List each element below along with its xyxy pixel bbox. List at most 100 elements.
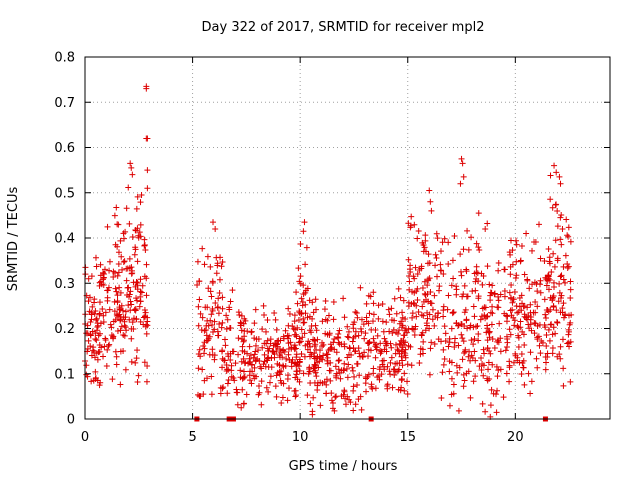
data-point: [409, 314, 416, 321]
data-point: [386, 368, 393, 375]
data-point: [481, 350, 488, 357]
data-point: [324, 351, 331, 358]
data-point: [381, 335, 388, 342]
data-point: [497, 335, 504, 342]
data-point: [198, 326, 205, 333]
data-point: [408, 300, 415, 307]
data-point: [530, 309, 537, 316]
data-point: [363, 300, 370, 307]
data-point: [500, 394, 507, 401]
data-point: [471, 335, 478, 342]
data-point: [251, 364, 258, 371]
data-point: [557, 214, 564, 221]
data-point: [534, 303, 541, 310]
data-point: [557, 273, 564, 280]
data-point: [365, 353, 372, 360]
data-point: [307, 349, 314, 356]
data-point: [199, 245, 206, 252]
data-point: [564, 265, 571, 272]
data-point: [274, 343, 281, 350]
data-point: [541, 296, 548, 303]
data-point: [373, 346, 380, 353]
data-point: [514, 357, 521, 364]
data-point: [129, 234, 136, 241]
data-point: [473, 269, 480, 276]
data-point: [418, 332, 425, 339]
data-point: [344, 333, 351, 340]
data-point: [445, 343, 452, 350]
data-point: [558, 211, 565, 218]
data-point: [244, 328, 251, 335]
data-point: [342, 401, 349, 408]
data-point: [83, 371, 90, 378]
x-tick-label: 20: [507, 430, 524, 445]
data-point: [357, 353, 364, 360]
x-tick-label: 10: [292, 430, 309, 445]
data-point: [298, 326, 305, 333]
data-point: [230, 348, 237, 355]
data-point: [219, 385, 226, 392]
data-point: [544, 354, 551, 361]
data-point: [459, 293, 466, 300]
data-point: [463, 268, 470, 275]
data-point: [535, 333, 542, 340]
y-tick-label: 0.5: [54, 186, 75, 201]
data-point: [441, 355, 448, 362]
data-point: [313, 327, 320, 334]
data-point: [557, 180, 564, 187]
data-point: [549, 350, 556, 357]
data-point: [137, 318, 144, 325]
data-point: [196, 346, 203, 353]
data-point: [306, 340, 313, 347]
data-point: [232, 360, 239, 367]
data-point: [551, 263, 558, 270]
data-point: [553, 169, 560, 176]
data-point: [567, 286, 574, 293]
data-point: [449, 309, 456, 316]
data-point: [301, 330, 308, 337]
data-point: [237, 319, 244, 326]
data-point: [459, 335, 466, 342]
data-point: [457, 180, 464, 187]
data-point: [311, 343, 318, 350]
data-point: [93, 350, 100, 357]
data-point: [461, 282, 468, 289]
data-point: [106, 341, 113, 348]
data-point: [272, 316, 279, 323]
data-point: [299, 334, 306, 341]
data-point: [475, 293, 482, 300]
data-point: [357, 284, 364, 291]
data-point: [332, 394, 339, 401]
data-point: [259, 344, 266, 351]
data-point: [542, 314, 549, 321]
data-point: [378, 348, 385, 355]
data-point: [353, 360, 360, 367]
data-point: [131, 251, 138, 258]
data-point: [352, 401, 359, 408]
data-point: [266, 379, 273, 386]
data-point: [235, 351, 242, 358]
data-point: [387, 359, 394, 366]
data-point: [400, 297, 407, 304]
data-point: [220, 384, 227, 391]
data-point: [545, 275, 552, 282]
data-point: [419, 239, 426, 246]
data-point: [110, 274, 117, 281]
data-point: [83, 362, 90, 369]
data-point: [478, 367, 485, 374]
data-point: [523, 314, 530, 321]
data-point: [311, 365, 318, 372]
data-point: [263, 340, 270, 347]
data-point: [538, 338, 545, 345]
data-point: [137, 276, 144, 283]
data-point: [350, 407, 357, 414]
data-point: [554, 353, 561, 360]
data-point: [524, 277, 531, 284]
data-point: [388, 354, 395, 361]
data-point: [440, 346, 447, 353]
data-point: [271, 309, 278, 316]
data-point: [501, 288, 508, 295]
data-point: [215, 295, 222, 302]
data-point: [259, 326, 266, 333]
